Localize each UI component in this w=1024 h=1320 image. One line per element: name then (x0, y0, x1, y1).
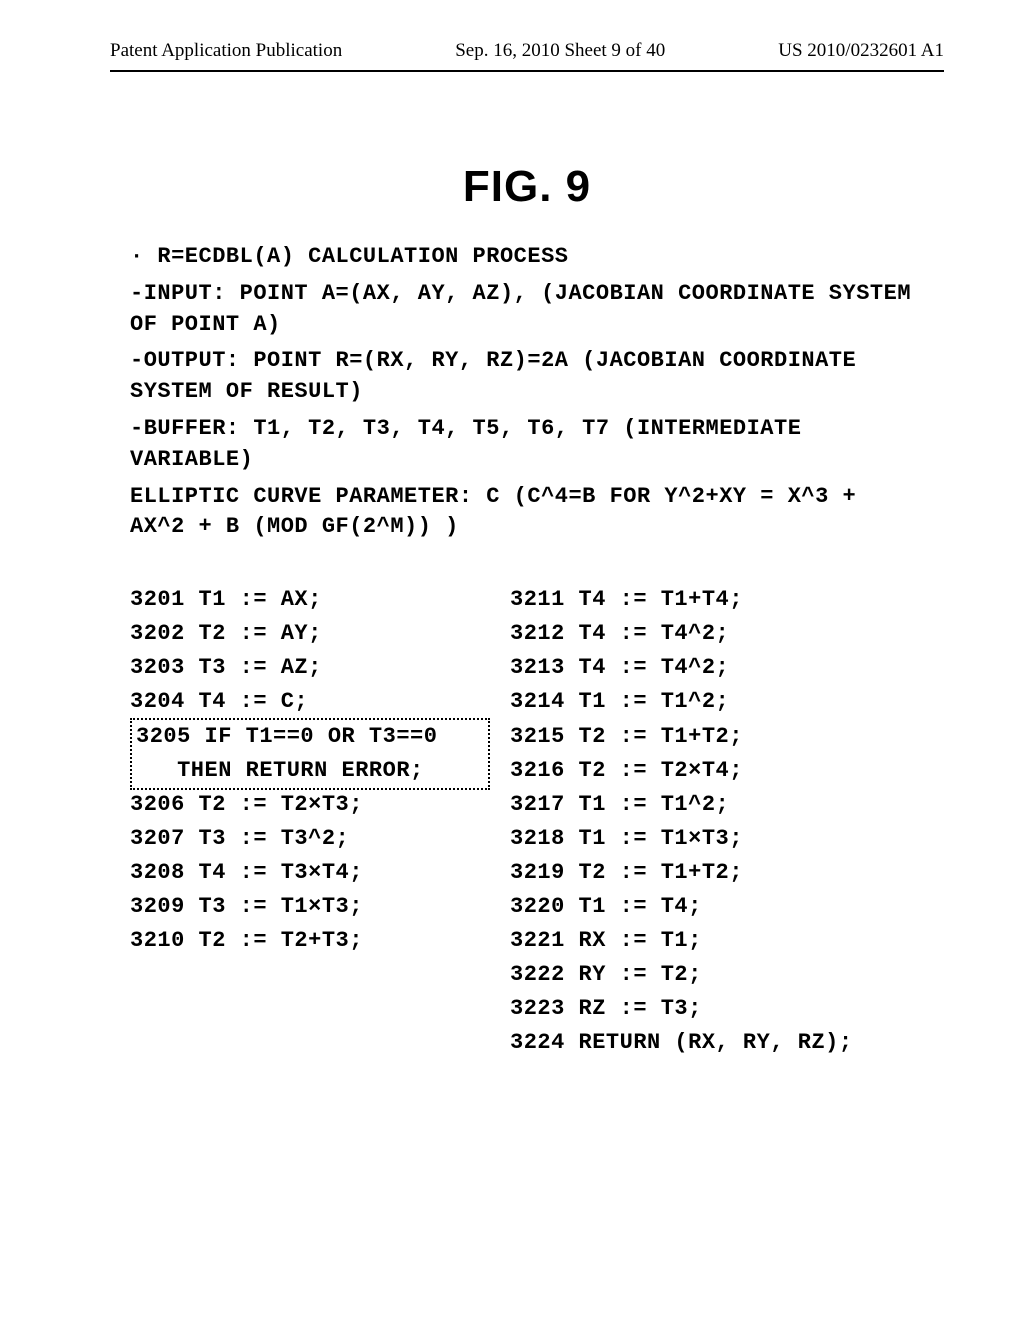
desc-line-parameter: ELLIPTIC CURVE PARAMETER: C (C^4=B FOR Y… (130, 482, 944, 513)
code-3210: 3210 T2 := T2+T3; (130, 924, 490, 958)
code-column-right: 3211 T4 := T1+T4; 3212 T4 := T4^2; 3213 … (510, 583, 853, 1060)
desc-line-input-cont: OF POINT A) (130, 310, 944, 341)
code-3216: 3216 T2 := T2×T4; (510, 754, 853, 788)
code-3217: 3217 T1 := T1^2; (510, 788, 853, 822)
desc-line-parameter-cont: AX^2 + B (MOD GF(2^M)) ) (130, 512, 944, 543)
algorithm-code: 3201 T1 := AX; 3202 T2 := AY; 3203 T3 :=… (130, 583, 944, 1060)
code-3202: 3202 T2 := AY; (130, 617, 490, 651)
code-3219: 3219 T2 := T1+T2; (510, 856, 853, 890)
figure-description: · R=ECDBL(A) CALCULATION PROCESS -INPUT:… (130, 242, 944, 543)
code-3224: 3224 RETURN (RX, RY, RZ); (510, 1026, 853, 1060)
desc-line-output: -OUTPUT: POINT R=(RX, RY, RZ)=2A (JACOBI… (130, 346, 944, 377)
code-3220: 3220 T1 := T4; (510, 890, 853, 924)
desc-line-process: · R=ECDBL(A) CALCULATION PROCESS (130, 242, 944, 273)
code-3203: 3203 T3 := AZ; (130, 651, 490, 685)
header-center: Sep. 16, 2010 Sheet 9 of 40 (455, 40, 665, 62)
code-3209: 3209 T3 := T1×T3; (130, 890, 490, 924)
code-3205a: 3205 IF T1==0 OR T3==0 (136, 724, 437, 749)
code-column-left: 3201 T1 := AX; 3202 T2 := AY; 3203 T3 :=… (130, 583, 490, 1060)
code-3223: 3223 RZ := T3; (510, 992, 853, 1026)
header-left: Patent Application Publication (110, 40, 342, 62)
code-3207: 3207 T3 := T3^2; (130, 822, 490, 856)
code-3201: 3201 T1 := AX; (130, 583, 490, 617)
code-3205-boxed: 3205 IF T1==0 OR T3==0 THEN RETURN ERROR… (130, 718, 490, 790)
code-3221: 3221 RX := T1; (510, 924, 853, 958)
code-3222: 3222 RY := T2; (510, 958, 853, 992)
page-header: Patent Application Publication Sep. 16, … (110, 40, 944, 62)
code-3218: 3218 T1 := T1×T3; (510, 822, 853, 856)
code-3206: 3206 T2 := T2×T3; (130, 788, 490, 822)
code-3213: 3213 T4 := T4^2; (510, 651, 853, 685)
figure-title: FIG. 9 (110, 162, 944, 212)
code-3208: 3208 T4 := T3×T4; (130, 856, 490, 890)
code-3212: 3212 T4 := T4^2; (510, 617, 853, 651)
desc-line-buffer: -BUFFER: T1, T2, T3, T4, T5, T6, T7 (INT… (130, 414, 944, 445)
code-3204: 3204 T4 := C; (130, 685, 490, 719)
code-3215: 3215 T2 := T1+T2; (510, 720, 853, 754)
header-right: US 2010/0232601 A1 (778, 40, 944, 62)
desc-line-output-cont: SYSTEM OF RESULT) (130, 377, 944, 408)
desc-line-buffer-cont: VARIABLE) (130, 445, 944, 476)
code-3214: 3214 T1 := T1^2; (510, 685, 853, 719)
desc-line-input: -INPUT: POINT A=(AX, AY, AZ), (JACOBIAN … (130, 279, 944, 310)
code-3205b: THEN RETURN ERROR; (136, 758, 424, 783)
header-divider (110, 70, 944, 72)
code-3211: 3211 T4 := T1+T4; (510, 583, 853, 617)
